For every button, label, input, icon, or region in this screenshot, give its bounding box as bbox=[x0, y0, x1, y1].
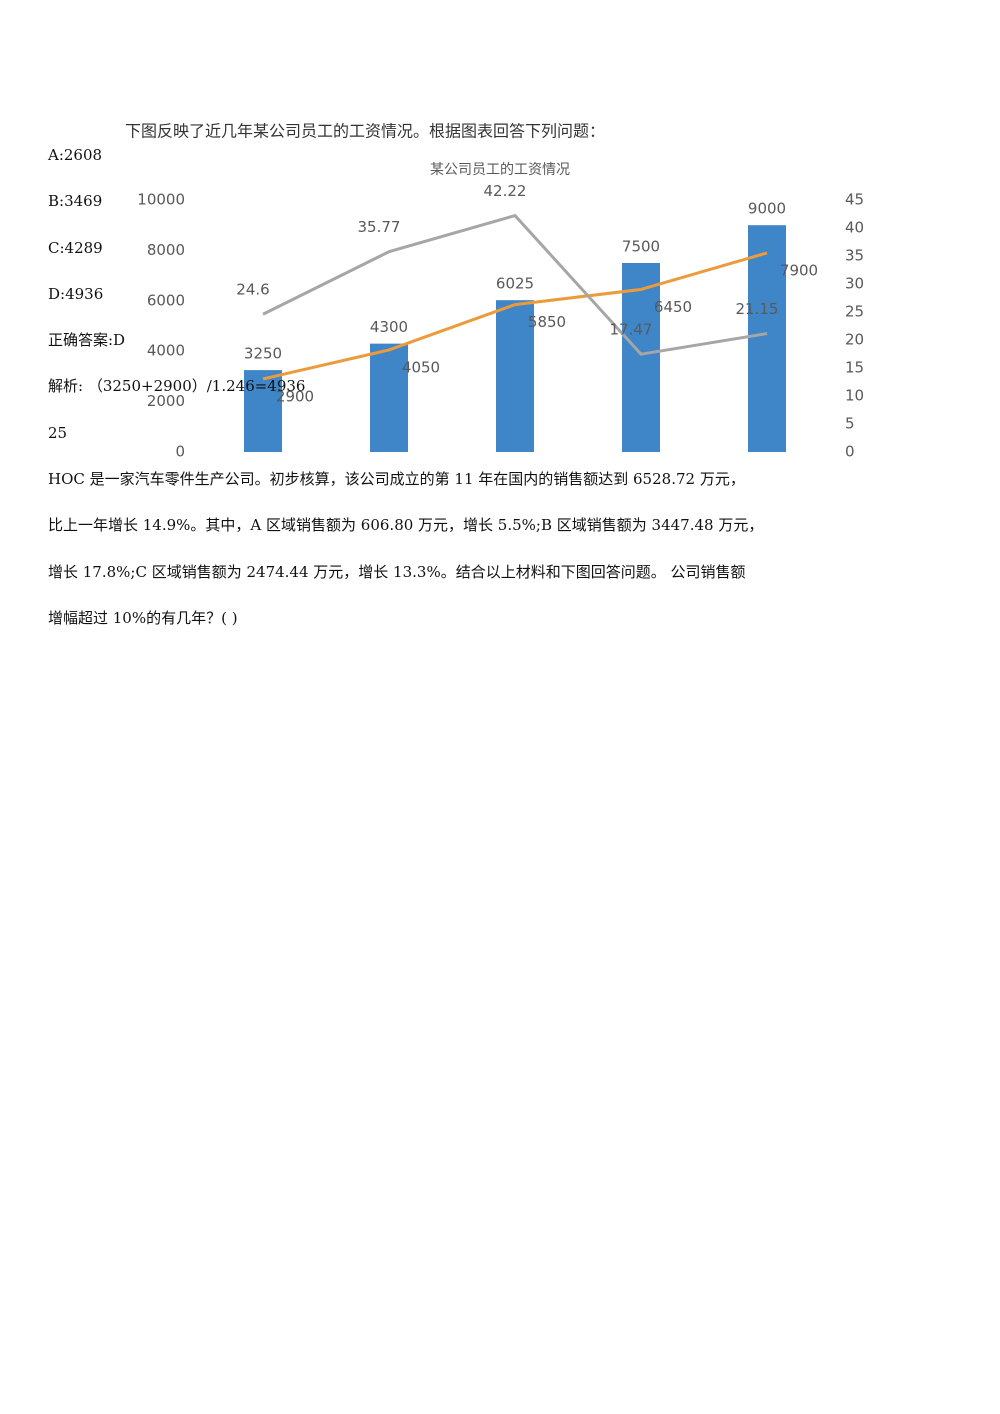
y2-tick-label: 30 bbox=[845, 275, 864, 293]
data-label: 21.15 bbox=[736, 300, 779, 318]
bar bbox=[496, 300, 534, 452]
bar bbox=[244, 370, 282, 452]
data-label: 7900 bbox=[780, 261, 818, 279]
answer: 正确答案:D bbox=[48, 331, 126, 349]
data-label: 2900 bbox=[276, 387, 314, 405]
y2-tick-label: 35 bbox=[845, 247, 864, 265]
data-label: 6025 bbox=[496, 275, 534, 293]
y2-tick-label: 5 bbox=[845, 415, 855, 433]
data-label: 4050 bbox=[402, 358, 440, 376]
option: D:4936 bbox=[48, 285, 104, 303]
data-label: 3250 bbox=[244, 345, 282, 363]
data-label: 5850 bbox=[528, 313, 566, 331]
option: B:3469 bbox=[48, 192, 103, 210]
data-label: 6450 bbox=[654, 298, 692, 316]
y2-tick-label: 15 bbox=[845, 359, 864, 377]
y2-tick-label: 40 bbox=[845, 219, 864, 237]
y2-tick-label: 0 bbox=[845, 443, 855, 461]
data-label: 17.47 bbox=[610, 321, 653, 339]
line bbox=[262, 213, 768, 356]
paragraph-line: 比上一年增长 14.9%。其中，A 区域销售额为 606.80 万元，增长 5.… bbox=[48, 516, 764, 534]
data-label: 42.22 bbox=[484, 182, 527, 200]
bar bbox=[622, 263, 660, 452]
y-tick-label: 2000 bbox=[147, 392, 185, 410]
data-label: 4300 bbox=[370, 318, 408, 336]
data-label: 9000 bbox=[748, 200, 786, 218]
paragraph-line: HOC 是一家汽车零件生产公司。初步核算，该公司成立的第 11 年在国内的销售额… bbox=[48, 470, 745, 488]
data-label: 24.6 bbox=[236, 281, 269, 299]
question-number: 25 bbox=[48, 424, 68, 442]
y2-tick-label: 10 bbox=[845, 387, 864, 405]
analysis: 解析: （3250+2900）/1.246=4936 bbox=[48, 377, 306, 395]
bar bbox=[748, 225, 786, 452]
data-label: 7500 bbox=[622, 238, 660, 256]
line bbox=[262, 251, 768, 381]
paragraph-line: 增长 17.8%;C 区域销售额为 2474.44 万元，增长 13.3%。结合… bbox=[48, 563, 746, 581]
option: C:4289 bbox=[48, 239, 103, 257]
chart-header: 下图反映了近几年某公司员工的工资情况。根据图表回答下列问题： bbox=[125, 122, 605, 141]
y-tick-label: 6000 bbox=[147, 291, 185, 309]
paragraph-line: 增幅超过 10%的有几年？( ) bbox=[48, 609, 238, 627]
y-tick-label: 8000 bbox=[147, 241, 185, 259]
bar bbox=[370, 343, 408, 452]
option: A:2608 bbox=[48, 146, 103, 164]
y-tick-label: 0 bbox=[175, 443, 185, 461]
chart: 下图反映了近几年某公司员工的工资情况。根据图表回答下列问题： 某公司员工的工资情… bbox=[125, 122, 864, 461]
y-tick-label: 10000 bbox=[137, 191, 185, 209]
y2-tick-label: 20 bbox=[845, 331, 864, 349]
y2-tick-label: 25 bbox=[845, 303, 864, 321]
y2-tick-label: 45 bbox=[845, 191, 864, 209]
chart-title: 某公司员工的工资情况 bbox=[430, 162, 570, 178]
data-label: 35.77 bbox=[358, 218, 401, 236]
y-tick-label: 4000 bbox=[147, 342, 185, 360]
